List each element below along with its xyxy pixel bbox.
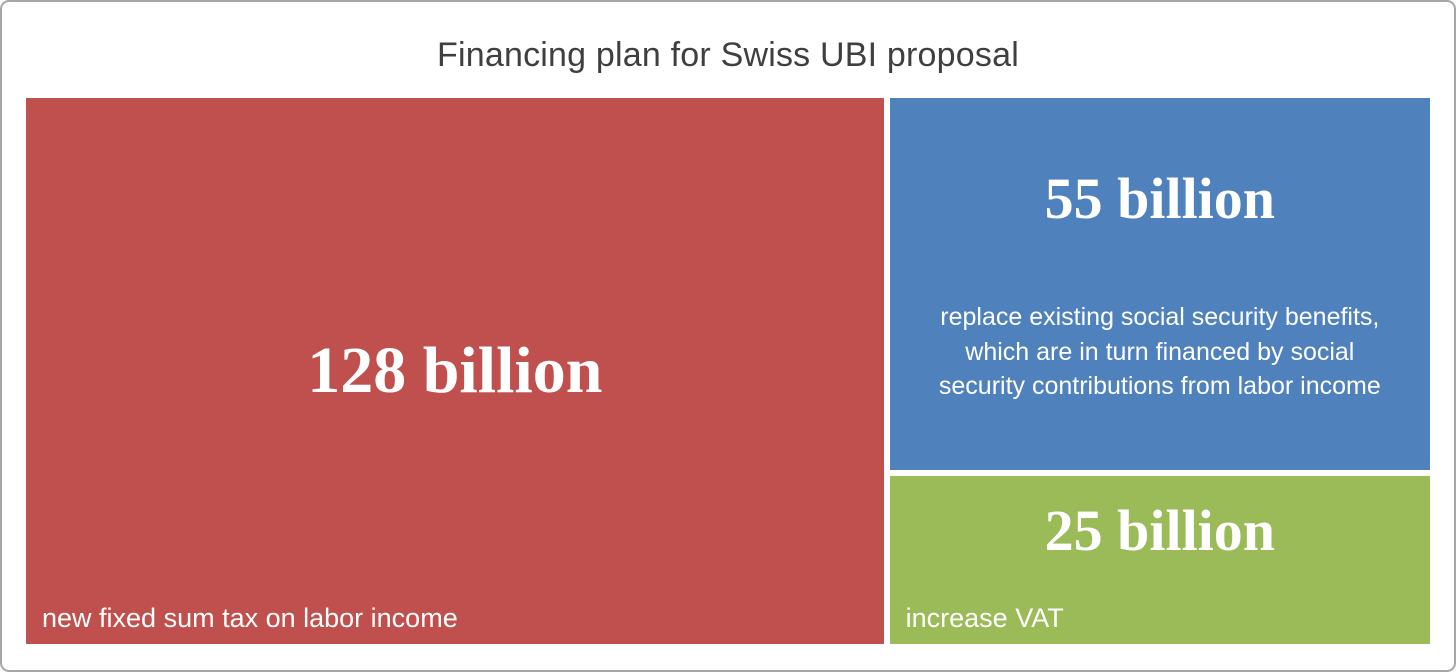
value-label-labor-income-tax: 128 billion xyxy=(307,334,603,407)
treemap-block-labor-income-tax: 128 billion new fixed sum tax on labor i… xyxy=(26,98,884,644)
treemap-block-vat: 25 billion increase VAT xyxy=(889,475,1430,644)
treemap-plot-area: 128 billion new fixed sum tax on labor i… xyxy=(26,98,1430,644)
value-label-social-security: 55 billion xyxy=(1044,166,1276,231)
treemap-block-social-security: 55 billion replace existing social secur… xyxy=(889,98,1430,470)
category-label-social-security: replace existing social security benefit… xyxy=(938,303,1381,400)
category-label-labor-income-tax: new fixed sum tax on labor income xyxy=(42,603,458,633)
category-label-vat: increase VAT xyxy=(905,603,1064,633)
treemap-right-column: 55 billion replace existing social secur… xyxy=(889,98,1430,644)
chart-title: Financing plan for Swiss UBI proposal xyxy=(437,36,1019,74)
value-label-vat: 25 billion xyxy=(1044,497,1276,563)
